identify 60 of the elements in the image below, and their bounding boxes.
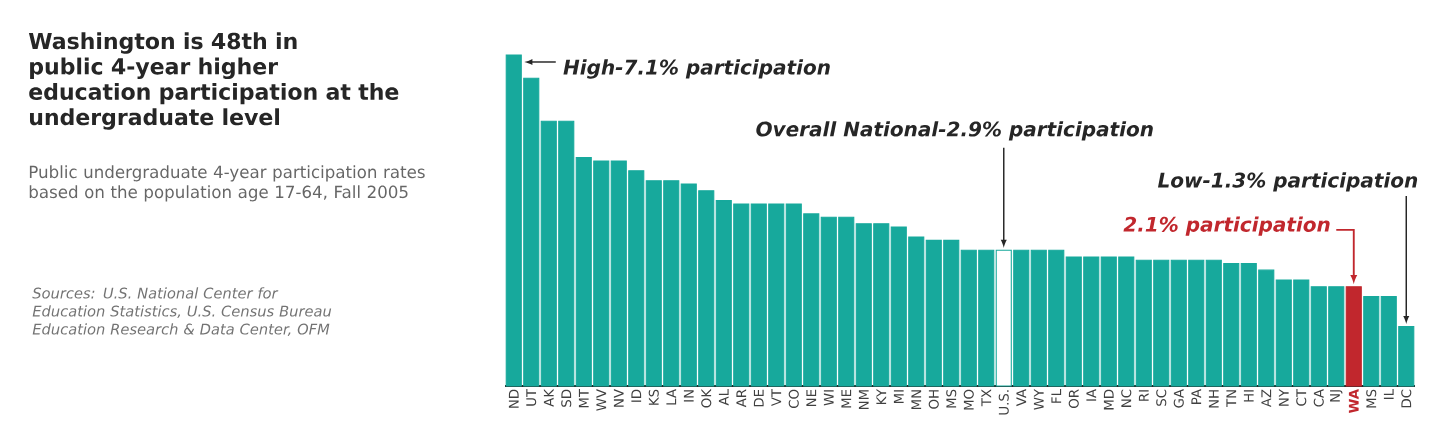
x-tick-label: NY [1278,388,1289,406]
x-tick-label: MI [893,390,904,404]
x-tick-label: PA [1191,389,1202,404]
x-tick-label: AK [543,388,554,407]
x-tick-label: AZ [1261,389,1272,408]
x-tick-label: MO [963,389,974,410]
x-tick-label: KY [876,388,887,405]
x-tick-label: MD [1103,389,1114,410]
source-note: Sources: U.S. National Center for Education Statistics, U.S. Census Bureau Education Research & Data Center, OFM [32,287,332,337]
text: Public undergraduate 4-year participation rates based on the population age 17-64, Fall 2005 [29,165,425,202]
x-tick-label: FL [1051,389,1062,403]
x-tick-label: NC [1121,389,1132,407]
x-tick-label: RI [1138,390,1149,401]
annotation: Low-1.3% participation [1157,172,1418,192]
x-tick-label: U.S. [998,390,1009,415]
text: Washington is 48th in public 4-year higher education participation at the undergraduate level [28,32,399,130]
x-tick-label: NJ [1330,390,1343,402]
x-tick-label: NE [806,389,817,407]
x-tick-label: CT [1296,388,1307,406]
x-tick-label: WI [823,390,834,406]
x-tick-label: MT [578,388,589,408]
x-tick-label: WV [596,389,607,411]
x-tick-label: SC [1156,389,1167,406]
x-tick-label: WA [1348,388,1359,413]
x-tick-label: AL [718,389,729,406]
x-tick-label: ID [631,389,642,402]
x-tick-label: DE [753,389,764,407]
x-tick-label: AR [736,389,747,408]
x-tick-label: CA [1313,389,1324,407]
x-tick-label: SD [561,389,572,407]
x-tick-label: DC [1401,389,1412,408]
x-tick-label: UT [526,388,537,406]
x-tick-label: IN [683,390,694,402]
x-tick-label: GA [1173,389,1184,408]
bar [1363,296,1380,387]
x-tick-label: MS [1366,389,1377,408]
x-tick-label: VT [771,388,782,407]
x-tick-label: VA [1016,389,1027,407]
x-tick-label: MS [946,389,957,408]
x-tick-label: OH [928,390,939,409]
x-tick-label: NV [613,389,624,407]
annotation: 2.1% participation [1123,216,1330,236]
annotation: High-7.1% participation [563,59,830,79]
x-tick-label: IA [1086,389,1097,401]
x-tick-label: ME [841,389,852,408]
x-tick-label: IL [1383,389,1394,399]
x-tick-label: ND [508,389,519,408]
x-tick-label: MN [911,390,922,410]
x-tick-label: LA [666,389,677,405]
x-tick-label: OR [1068,389,1079,408]
x-tick-label: CO [788,389,799,408]
x-tick-label: NH [1208,390,1219,408]
x-tick-label: NM [858,390,869,410]
x-tick-label: TN [1226,390,1237,408]
x-tick-label: TX [981,389,992,407]
x-tick-label: HI [1243,390,1254,402]
x-tick-label: KS [648,389,659,405]
x-tick-label: OK [701,388,712,408]
x-tick-label: WY [1033,388,1044,410]
annotation: Overall National-2.9% participation [756,121,1153,141]
